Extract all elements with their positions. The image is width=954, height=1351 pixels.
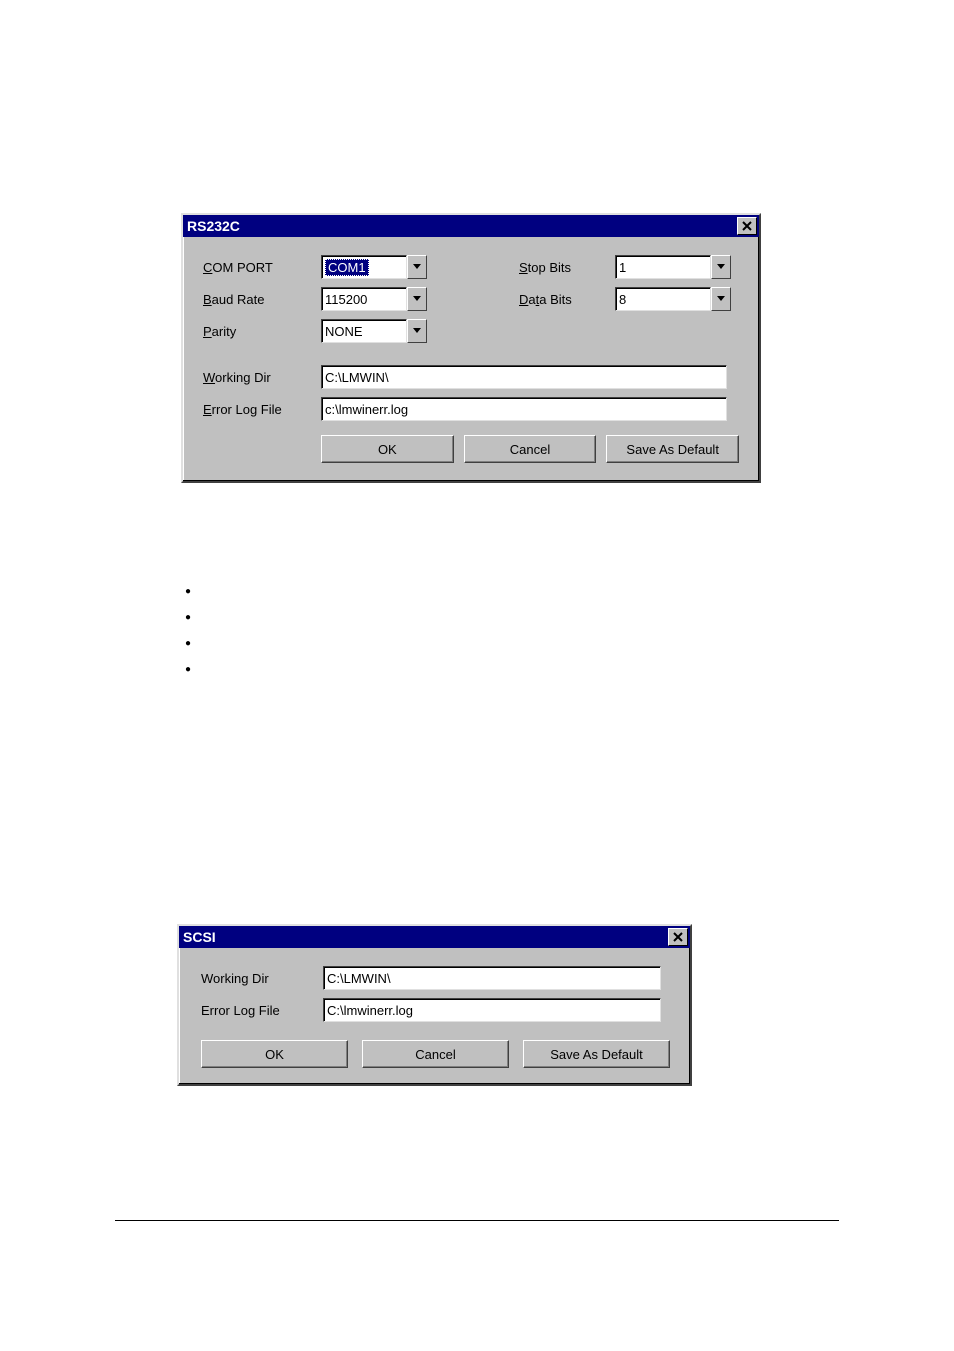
scsi-client: Working Dir C:\LMWIN\ Error Log File C:\… <box>179 948 690 1084</box>
baud-combo[interactable]: 115200 <box>321 287 427 311</box>
chevron-down-icon[interactable] <box>711 255 731 279</box>
rs232c-dialog: RS232C COM PORT COM1 Stop Bits <box>181 213 761 483</box>
label-working-dir: Working Dir <box>201 971 323 986</box>
label-error-log: Error Log File <box>201 1003 323 1018</box>
label-baud-rate: Baud Rate <box>203 292 321 307</box>
rs232c-client: COM PORT COM1 Stop Bits 1 <box>183 237 759 481</box>
error-log-input[interactable]: C:\lmwinerr.log <box>323 998 661 1022</box>
close-icon[interactable] <box>737 217 757 235</box>
parity-value: NONE <box>321 319 407 343</box>
ok-button[interactable]: OK <box>321 435 454 463</box>
data-bits-combo[interactable]: 8 <box>615 287 731 311</box>
label-parity: Parity <box>203 324 321 339</box>
chevron-down-icon[interactable] <box>711 287 731 311</box>
baud-value: 115200 <box>321 287 407 311</box>
label-stop-bits: Stop Bits <box>519 260 615 275</box>
save-as-default-button[interactable]: Save As Default <box>523 1040 670 1068</box>
label-working-dir: Working Dir <box>203 370 321 385</box>
footer-divider <box>115 1220 839 1221</box>
chevron-down-icon[interactable] <box>407 319 427 343</box>
cancel-button[interactable]: Cancel <box>464 435 597 463</box>
close-icon[interactable] <box>668 928 688 946</box>
label-error-log: Error Log File <box>203 402 321 417</box>
ok-button[interactable]: OK <box>201 1040 348 1068</box>
working-dir-input[interactable]: C:\LMWIN\ <box>321 365 727 389</box>
stop-bits-combo[interactable]: 1 <box>615 255 731 279</box>
scsi-dialog: SCSI Working Dir C:\LMWIN\ Error Log Fil… <box>177 924 692 1086</box>
cancel-button[interactable]: Cancel <box>362 1040 509 1068</box>
error-log-input[interactable]: c:\lmwinerr.log <box>321 397 727 421</box>
com-port-value: COM1 <box>321 255 407 279</box>
label-com-port: COM PORT <box>203 260 321 275</box>
data-bits-value: 8 <box>615 287 711 311</box>
scsi-title: SCSI <box>183 929 216 945</box>
com-port-combo[interactable]: COM1 <box>321 255 427 279</box>
list-item <box>185 660 191 686</box>
chevron-down-icon[interactable] <box>407 287 427 311</box>
list-item <box>185 634 191 660</box>
rs232c-title: RS232C <box>187 218 240 234</box>
list-item <box>185 582 191 608</box>
label-data-bits: Data Bits <box>519 292 615 307</box>
bullet-list <box>185 582 191 686</box>
chevron-down-icon[interactable] <box>407 255 427 279</box>
rs232c-titlebar: RS232C <box>183 215 759 237</box>
stop-bits-value: 1 <box>615 255 711 279</box>
parity-combo[interactable]: NONE <box>321 319 427 343</box>
save-as-default-button[interactable]: Save As Default <box>606 435 739 463</box>
scsi-titlebar: SCSI <box>179 926 690 948</box>
working-dir-input[interactable]: C:\LMWIN\ <box>323 966 661 990</box>
list-item <box>185 608 191 634</box>
